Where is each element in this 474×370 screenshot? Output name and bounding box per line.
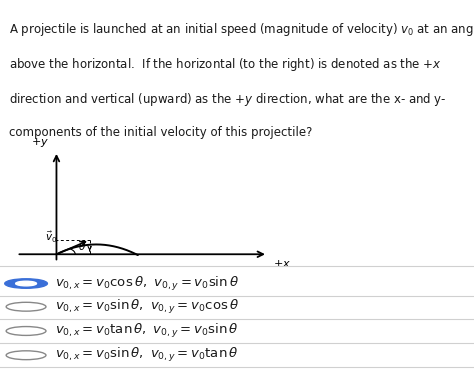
Text: A projectile is launched at an initial speed (magnitude of velocity) $v_0$ at an: A projectile is launched at an initial s… bbox=[9, 21, 474, 38]
Circle shape bbox=[16, 281, 36, 286]
Text: components of the initial velocity of this projectile?: components of the initial velocity of th… bbox=[9, 127, 313, 139]
Text: $+x$: $+x$ bbox=[273, 258, 291, 269]
Circle shape bbox=[5, 279, 47, 288]
Text: above the horizontal.  If the horizontal (to the right) is denoted as the $+x$: above the horizontal. If the horizontal … bbox=[9, 56, 442, 73]
Text: $+y$: $+y$ bbox=[31, 136, 49, 149]
Text: direction and vertical (upward) as the $+y$ direction, what are the x- and y-: direction and vertical (upward) as the $… bbox=[9, 91, 447, 108]
Text: $v_{0,x} = v_0 \sin\theta,\ v_{0,y} = v_0 \tan\theta$: $v_{0,x} = v_0 \sin\theta,\ v_{0,y} = v_… bbox=[55, 346, 238, 364]
Text: $v_{0,x} = v_0 \tan\theta,\ v_{0,y} = v_0 \sin\theta$: $v_{0,x} = v_0 \tan\theta,\ v_{0,y} = v_… bbox=[55, 322, 238, 340]
Text: $\theta$: $\theta$ bbox=[78, 240, 86, 252]
Text: $v_{0,x} = v_0 \cos\theta,\ v_{0,y} = v_0 \sin\theta$: $v_{0,x} = v_0 \cos\theta,\ v_{0,y} = v_… bbox=[55, 275, 238, 293]
Text: $v_{0,x} = v_0 \sin\theta,\ v_{0,y} = v_0 \cos\theta$: $v_{0,x} = v_0 \sin\theta,\ v_{0,y} = v_… bbox=[55, 298, 238, 316]
Text: $\vec{v}_0$: $\vec{v}_0$ bbox=[45, 230, 57, 245]
